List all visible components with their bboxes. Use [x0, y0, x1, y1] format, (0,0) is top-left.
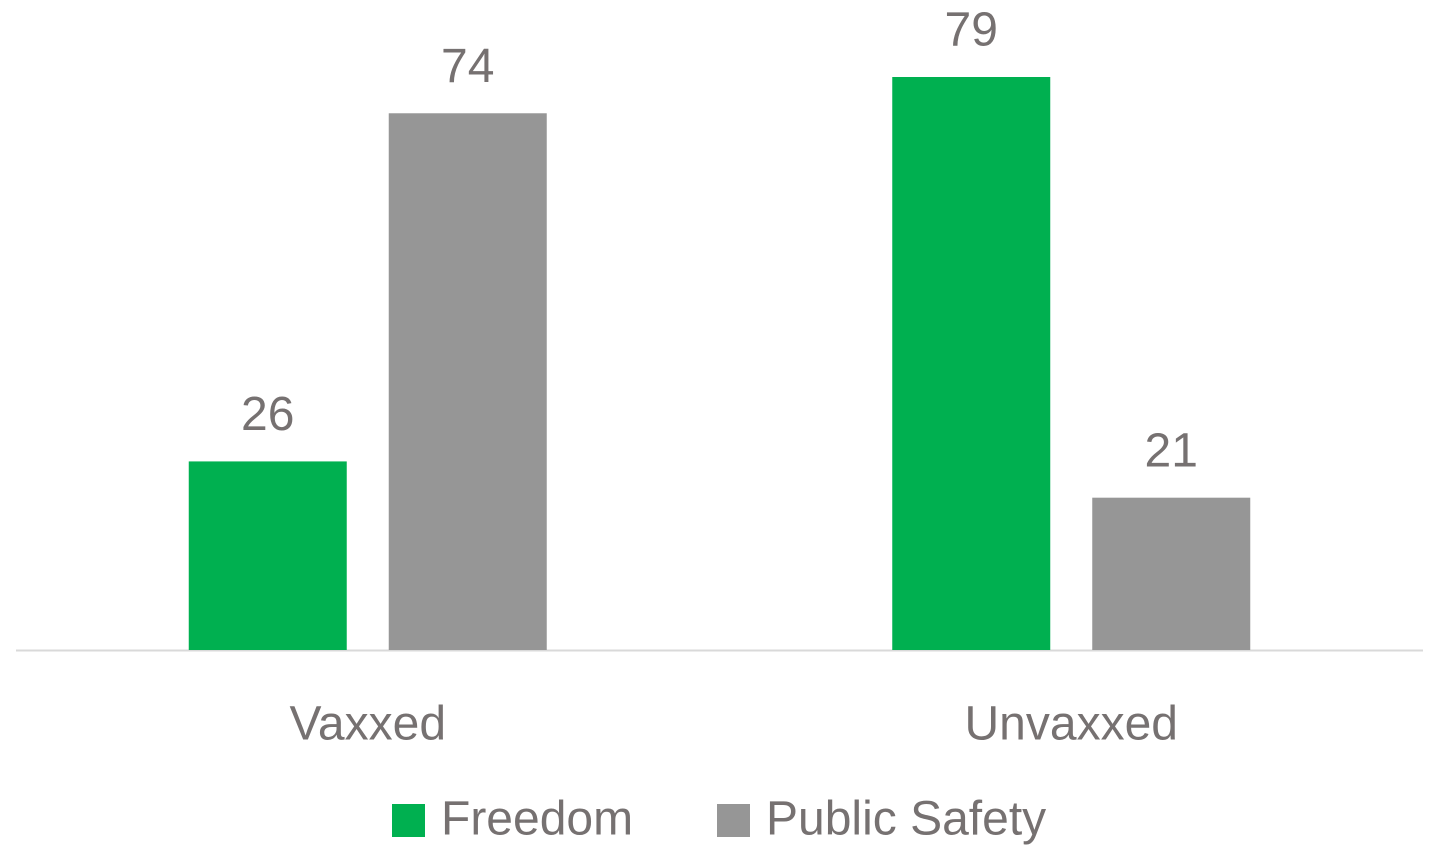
value-label: 79	[945, 4, 998, 57]
bar	[892, 77, 1051, 650]
x-tick-label: Vaxxed	[289, 698, 446, 751]
bar	[388, 113, 547, 651]
bar	[1092, 497, 1251, 650]
bar	[188, 461, 347, 650]
x-tick-label: Unvaxxed	[965, 698, 1178, 751]
value-label: 74	[441, 40, 494, 93]
value-label: 26	[241, 388, 294, 441]
legend-swatch	[392, 804, 425, 837]
legend-label: Freedom	[441, 793, 633, 846]
legend-label: Public Safety	[766, 793, 1046, 846]
value-label: 21	[1145, 424, 1198, 477]
legend-swatch	[717, 804, 750, 837]
